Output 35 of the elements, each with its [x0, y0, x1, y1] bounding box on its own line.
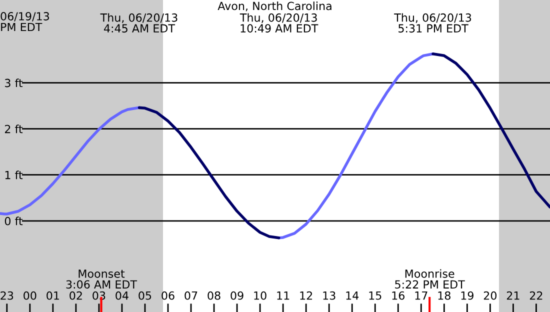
- ref-line-label: Moonset 3:06 AM EDT: [66, 270, 138, 289]
- chart-title: Avon, North Carolina: [218, 2, 332, 12]
- x-tick-label: 18: [438, 291, 450, 300]
- x-tick-label: 20: [484, 291, 496, 300]
- x-tick-label: 21: [506, 291, 520, 300]
- x-tick-label: 16: [392, 291, 404, 300]
- x-tick-label: 15: [369, 292, 382, 300]
- x-tick-label: 23: [0, 291, 14, 300]
- x-tick-label: 22: [530, 291, 542, 300]
- x-tick-label: 13: [323, 291, 336, 300]
- ref-line-label: Moonrise 5:22 PM EDT: [395, 269, 465, 289]
- x-tick-label: 08: [208, 291, 220, 300]
- annotation: 06/19/13 PM EDT: [0, 12, 50, 32]
- x-tick-label: 14: [346, 292, 359, 300]
- x-tick-label: 07: [184, 291, 198, 300]
- y-tick-label: 2 ft: [4, 124, 23, 134]
- x-tick-label: 04: [116, 291, 128, 300]
- x-tick-label: 19: [461, 291, 474, 300]
- x-tick-label: 00: [24, 291, 36, 300]
- x-tick-label: 17: [415, 292, 428, 300]
- x2-tick-label: Thu, 06/20/13 10:49 AM EDT: [240, 13, 318, 33]
- y-tick-label: 0 ft: [4, 216, 23, 226]
- x-tick-label: 10: [254, 291, 266, 300]
- x-tick-label: 05: [138, 291, 152, 300]
- y-tick-label: 1 ft: [5, 170, 23, 180]
- x2-tick-label: Thu, 06/20/13 5:31 PM EDT: [394, 13, 472, 33]
- x-tick-label: 03: [92, 291, 106, 300]
- x-tick-label: 12: [300, 291, 312, 300]
- y-tick-label: 3 ft: [5, 78, 23, 88]
- x-tick-label: 06: [162, 291, 174, 300]
- x2-tick-label: Thu, 06/20/13 4:45 AM EDT: [100, 13, 178, 33]
- x-tick-label: 01: [46, 291, 59, 300]
- x-tick-label: 02: [70, 291, 82, 300]
- x-tick-label: 11: [277, 292, 290, 300]
- x-tick-label: 09: [230, 291, 244, 300]
